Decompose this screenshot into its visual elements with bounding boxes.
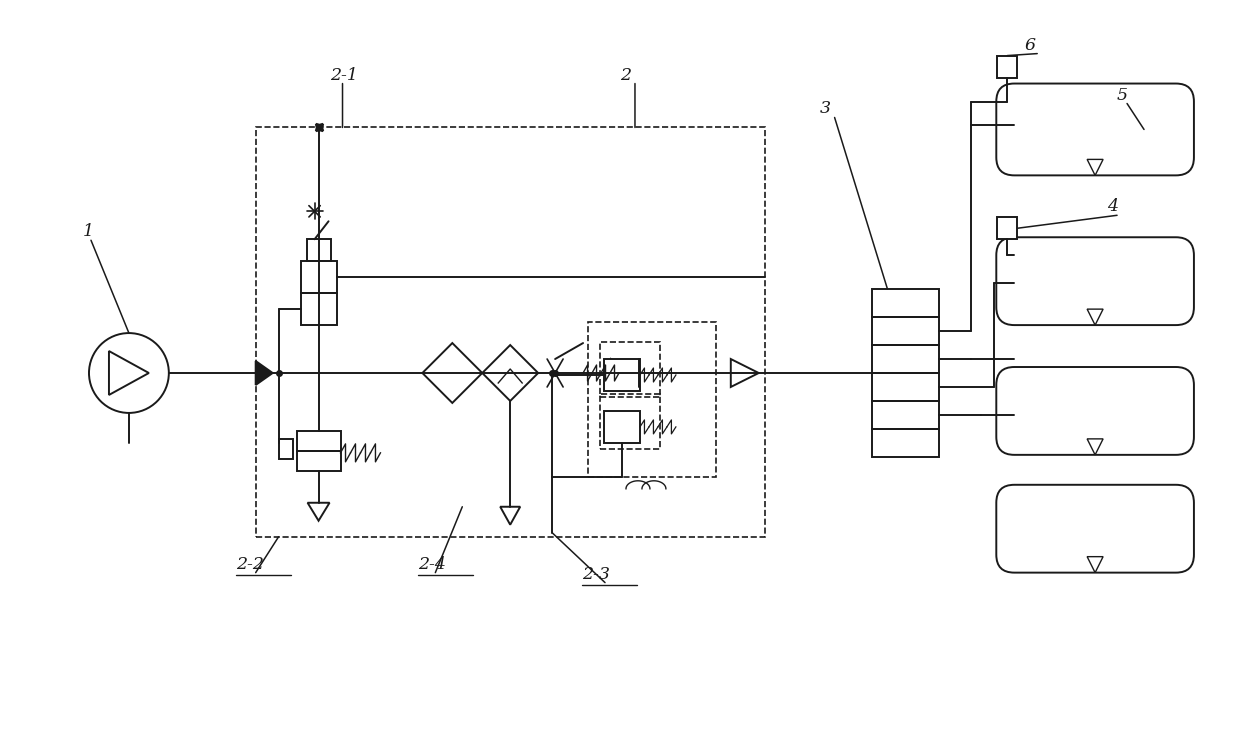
Text: 1: 1 xyxy=(83,224,94,240)
Bar xyxy=(600,342,660,397)
Bar xyxy=(871,289,939,317)
Bar xyxy=(871,401,939,429)
Bar xyxy=(997,218,1017,239)
Bar xyxy=(279,439,292,459)
Bar xyxy=(296,451,341,471)
Bar xyxy=(871,373,939,401)
Text: 3: 3 xyxy=(820,101,830,118)
Bar xyxy=(589,322,716,477)
Bar xyxy=(255,127,764,536)
Text: 6: 6 xyxy=(1025,37,1036,54)
Bar xyxy=(605,359,641,391)
Bar xyxy=(871,317,939,345)
Bar xyxy=(301,293,337,325)
Bar xyxy=(605,411,641,443)
Text: 2-4: 2-4 xyxy=(419,556,446,573)
Text: 2-3: 2-3 xyxy=(582,565,610,583)
Bar xyxy=(306,239,331,261)
Bar xyxy=(600,394,660,448)
Text: 2: 2 xyxy=(620,66,631,83)
Bar xyxy=(296,431,341,451)
Polygon shape xyxy=(255,361,273,385)
Bar xyxy=(997,56,1017,77)
Text: 2-1: 2-1 xyxy=(331,66,358,83)
Bar xyxy=(301,261,337,293)
Text: 2-2: 2-2 xyxy=(235,556,264,573)
Bar xyxy=(871,345,939,373)
Bar xyxy=(871,429,939,457)
Text: 4: 4 xyxy=(1108,198,1118,215)
Text: 5: 5 xyxy=(1118,86,1127,104)
